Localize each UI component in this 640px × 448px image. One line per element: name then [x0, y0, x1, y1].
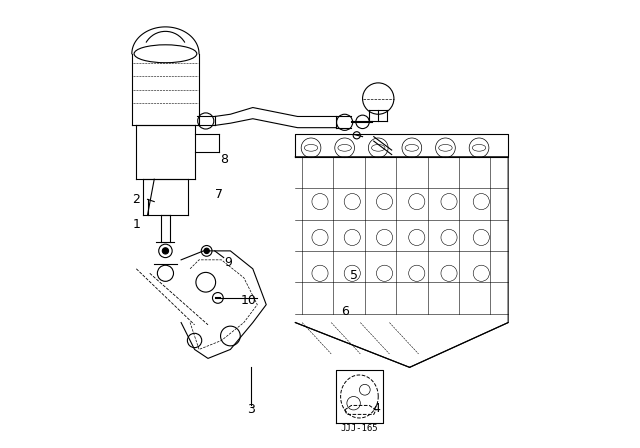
Text: 3: 3: [246, 403, 255, 417]
Circle shape: [163, 248, 168, 254]
Text: 4: 4: [372, 402, 380, 415]
Text: 8: 8: [220, 152, 228, 166]
Text: 5: 5: [349, 269, 358, 282]
Text: 10: 10: [241, 293, 256, 307]
Text: 1: 1: [132, 217, 140, 231]
Text: 6: 6: [340, 305, 349, 318]
Text: 2: 2: [132, 193, 140, 206]
Circle shape: [204, 248, 209, 254]
Text: 9: 9: [224, 255, 232, 269]
Text: 7: 7: [215, 188, 223, 202]
Text: JJJ-165: JJJ-165: [340, 424, 378, 433]
